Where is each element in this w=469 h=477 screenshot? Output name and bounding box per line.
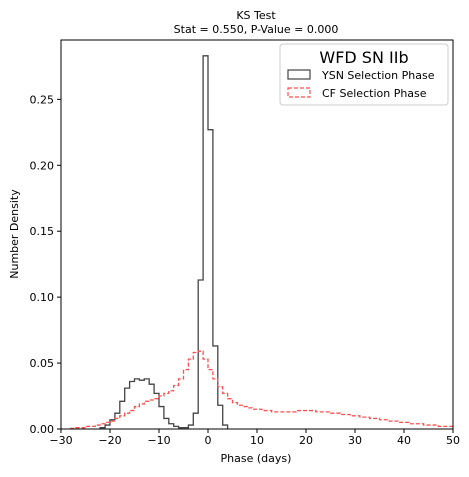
y-tick-label: 0.20 (30, 159, 55, 172)
x-tick-label: −10 (147, 434, 170, 447)
x-tick-label: −30 (49, 434, 72, 447)
x-tick-label: −20 (98, 434, 121, 447)
legend-label-cf: CF Selection Phase (322, 87, 427, 100)
chart-subtitle: Stat = 0.550, P-Value = 0.000 (174, 23, 339, 36)
x-tick-label: 30 (348, 434, 362, 447)
x-axis-label: Phase (days) (221, 452, 292, 465)
legend-title: WFD SN IIb (319, 48, 408, 67)
series-line-ysn (99, 55, 229, 429)
y-tick-label: 0.10 (30, 291, 55, 304)
y-tick-label: 0.25 (30, 93, 55, 106)
y-tick-label: 0.00 (30, 423, 55, 436)
legend-swatch-ysn (287, 69, 311, 80)
x-tick-label: 0 (205, 434, 212, 447)
x-tick-label: 10 (250, 434, 264, 447)
y-tick-label: 0.05 (30, 357, 55, 370)
legend-box (279, 43, 449, 106)
y-tick-label: 0.15 (30, 225, 55, 238)
legend-label-ysn: YSN Selection Phase (321, 69, 435, 82)
x-tick-label: 20 (299, 434, 313, 447)
series-line-cf (70, 350, 454, 429)
chart-title: KS Test (236, 9, 276, 22)
x-tick-label: 40 (397, 434, 411, 447)
plot-layer (70, 55, 454, 429)
y-axis: 0.00 0.05 0.10 0.15 0.20 0.25 (30, 93, 61, 436)
x-axis: −30 −20 −10 0 10 20 30 40 50 (49, 429, 460, 447)
legend-swatch-cf (287, 87, 311, 98)
x-tick-label: 50 (446, 434, 460, 447)
legend: WFD SN IIb YSN Selection Phase CF Select… (279, 43, 449, 106)
y-axis-label: Number Density (8, 189, 21, 279)
